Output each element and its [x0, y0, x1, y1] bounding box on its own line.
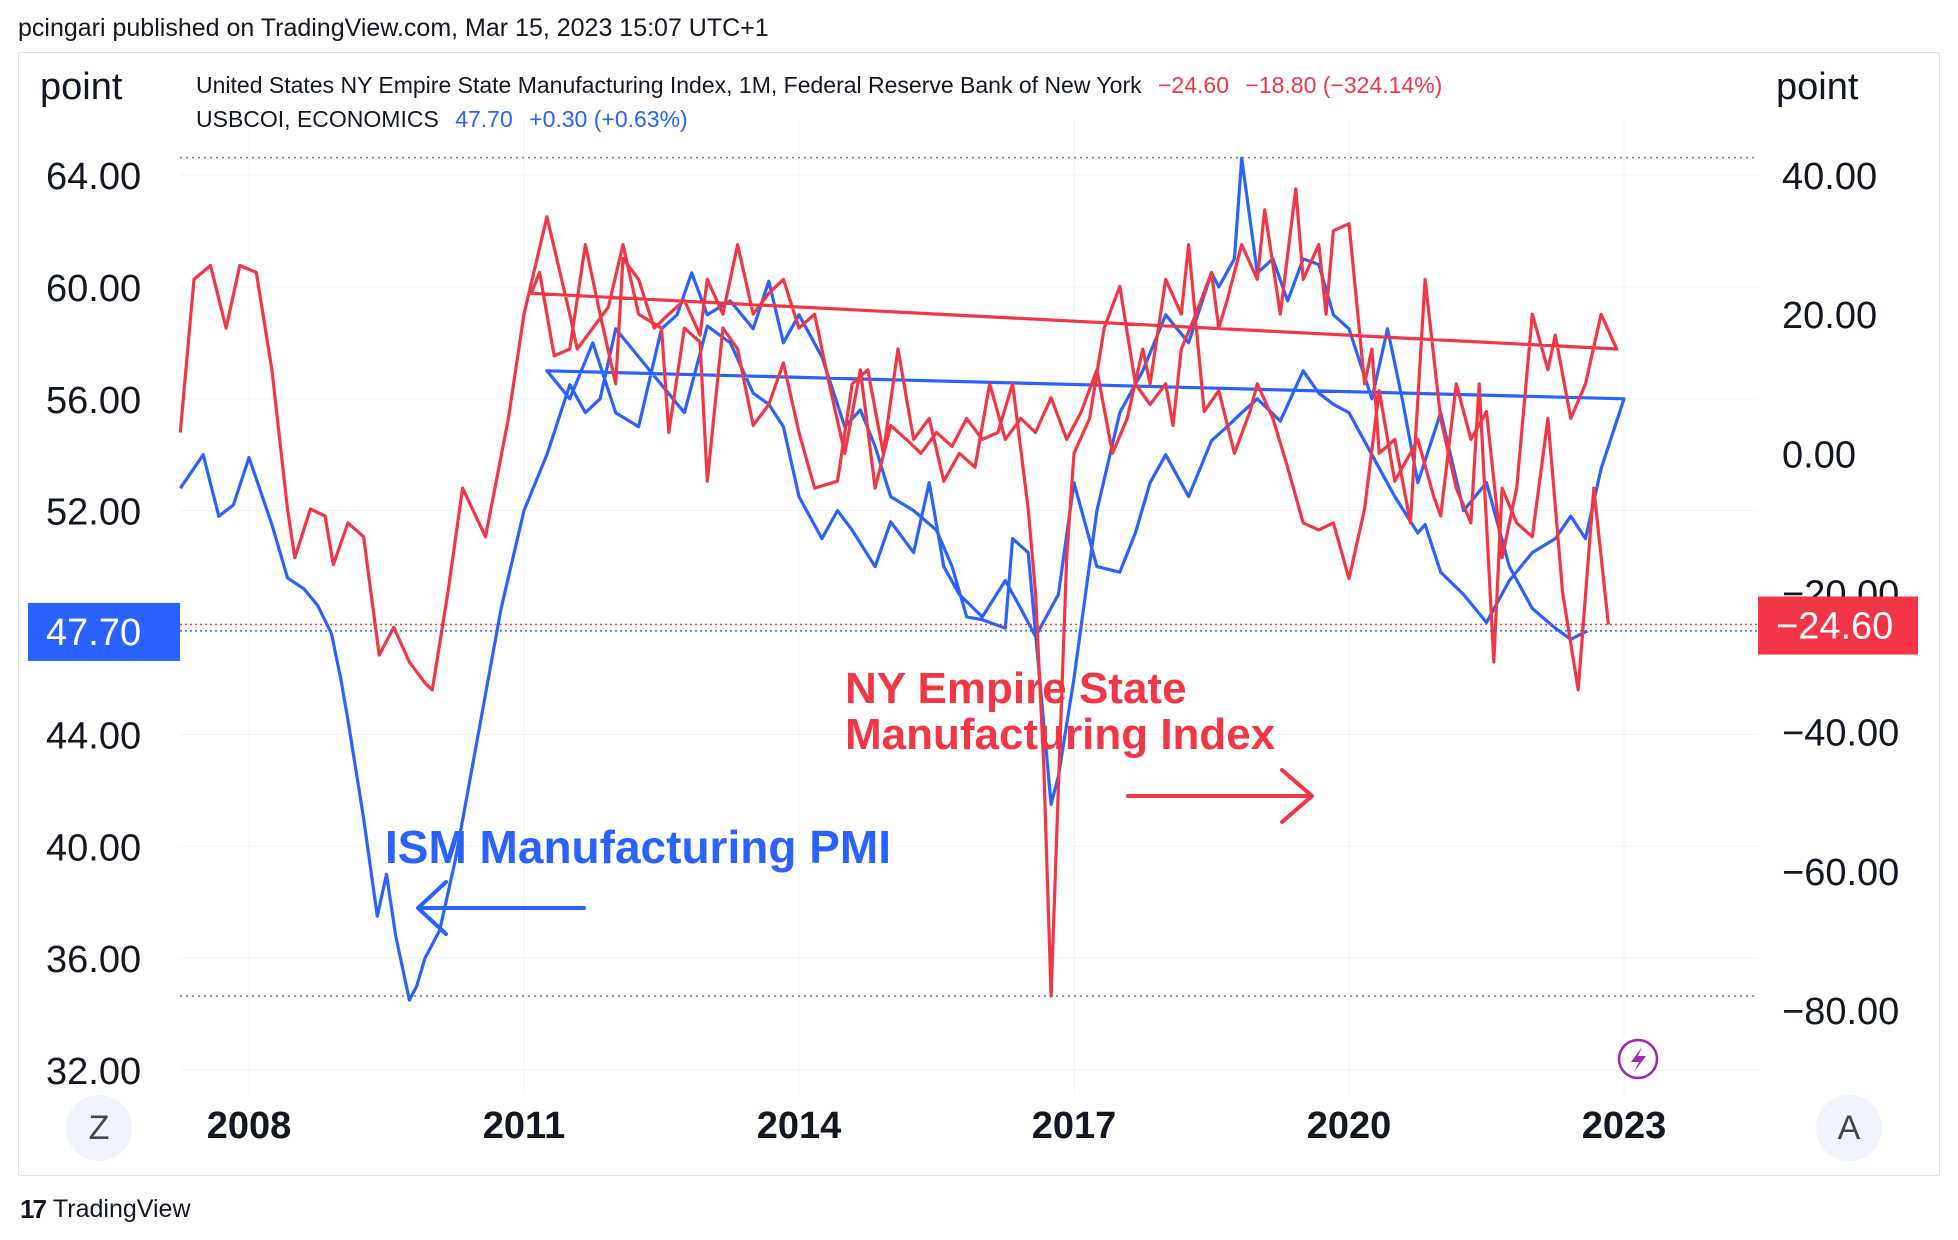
right-tick-label: −80.00 — [1782, 991, 1899, 1033]
zoom-z-button[interactable]: Z — [66, 1095, 132, 1161]
footer-brand[interactable]: 17 TradingView — [20, 1194, 191, 1225]
x-tick-label: 2014 — [757, 1105, 842, 1147]
x-tick-label: 2020 — [1307, 1105, 1392, 1147]
right-tick-label: 20.00 — [1782, 295, 1877, 337]
right-tick-label: −60.00 — [1782, 852, 1899, 894]
annotation-ism: ISM Manufacturing PMI — [385, 821, 891, 873]
left-tick-label: 60.00 — [46, 268, 141, 310]
left-axis-unit: point — [40, 66, 123, 108]
legend-empire-value: −24.60 — [1158, 72, 1229, 98]
legend-ism[interactable]: USBCOI, ECONOMICS 47.70 +0.30 (+0.63%) — [196, 106, 698, 133]
lightning-bolt-icon — [1617, 1038, 1659, 1080]
left-tick-label: 52.00 — [46, 492, 141, 534]
footer-brand-label: TradingView — [52, 1195, 191, 1223]
left-tick-label: 32.00 — [46, 1051, 141, 1093]
legend-empire[interactable]: United States NY Empire State Manufactur… — [196, 72, 1452, 99]
overlay: 2008 2011 2014 2017 2020 2023 64.00 60.00 56.00 5… — [28, 156, 1918, 1147]
x-tick-label: 2017 — [1032, 1105, 1117, 1147]
auto-scale-a-button[interactable]: A — [1816, 1095, 1882, 1161]
left-tick-label: 40.00 — [46, 827, 141, 869]
left-tick-label: 36.00 — [46, 939, 141, 981]
ism-arrow — [416, 880, 586, 936]
empire-arrow — [1126, 768, 1314, 824]
x-tick-label: 2023 — [1582, 1105, 1667, 1147]
annotation-empire-line2: Manufacturing Index — [845, 710, 1276, 759]
empire-series-line — [178, 187, 1619, 998]
ism-price-badge-text: 47.70 — [46, 612, 141, 654]
ism-price-badge — [28, 602, 180, 661]
legend-ism-value: 47.70 — [455, 106, 513, 132]
legend-ism-title: USBCOI, ECONOMICS — [196, 106, 439, 132]
annotation-empire: NY Empire State Manufacturing Index — [845, 666, 1275, 758]
legend-empire-change: −18.80 (−324.14%) — [1245, 72, 1443, 98]
right-axis-unit: point — [1776, 66, 1859, 108]
empire-price-badge — [1758, 596, 1918, 655]
legend-empire-title: United States NY Empire State Manufactur… — [196, 72, 1142, 98]
empire-price-badge-text: −24.60 — [1776, 606, 1893, 648]
chart-frame — [18, 52, 1940, 1176]
series-lines — [178, 156, 1626, 1002]
left-tick-label: 44.00 — [46, 715, 141, 757]
right-tick-label: 0.00 — [1782, 434, 1856, 476]
right-tick-label: 40.00 — [1782, 156, 1877, 198]
annotation-empire-line1: NY Empire State — [845, 664, 1187, 713]
left-tick-label: 64.00 — [46, 156, 141, 198]
tradingview-logo-icon: 17 — [20, 1194, 47, 1224]
publisher-line: pcingari published on TradingView.com, M… — [18, 14, 769, 42]
lightning-bolt-glyph — [1631, 1047, 1646, 1072]
x-tick-label: 2011 — [483, 1105, 565, 1147]
legend-ism-change: +0.30 (+0.63%) — [529, 106, 688, 132]
grid-lines — [180, 120, 1758, 1095]
x-tick-label: 2008 — [207, 1105, 292, 1147]
left-tick-label: 56.00 — [46, 380, 141, 422]
right-tick-label: −40.00 — [1782, 713, 1899, 755]
